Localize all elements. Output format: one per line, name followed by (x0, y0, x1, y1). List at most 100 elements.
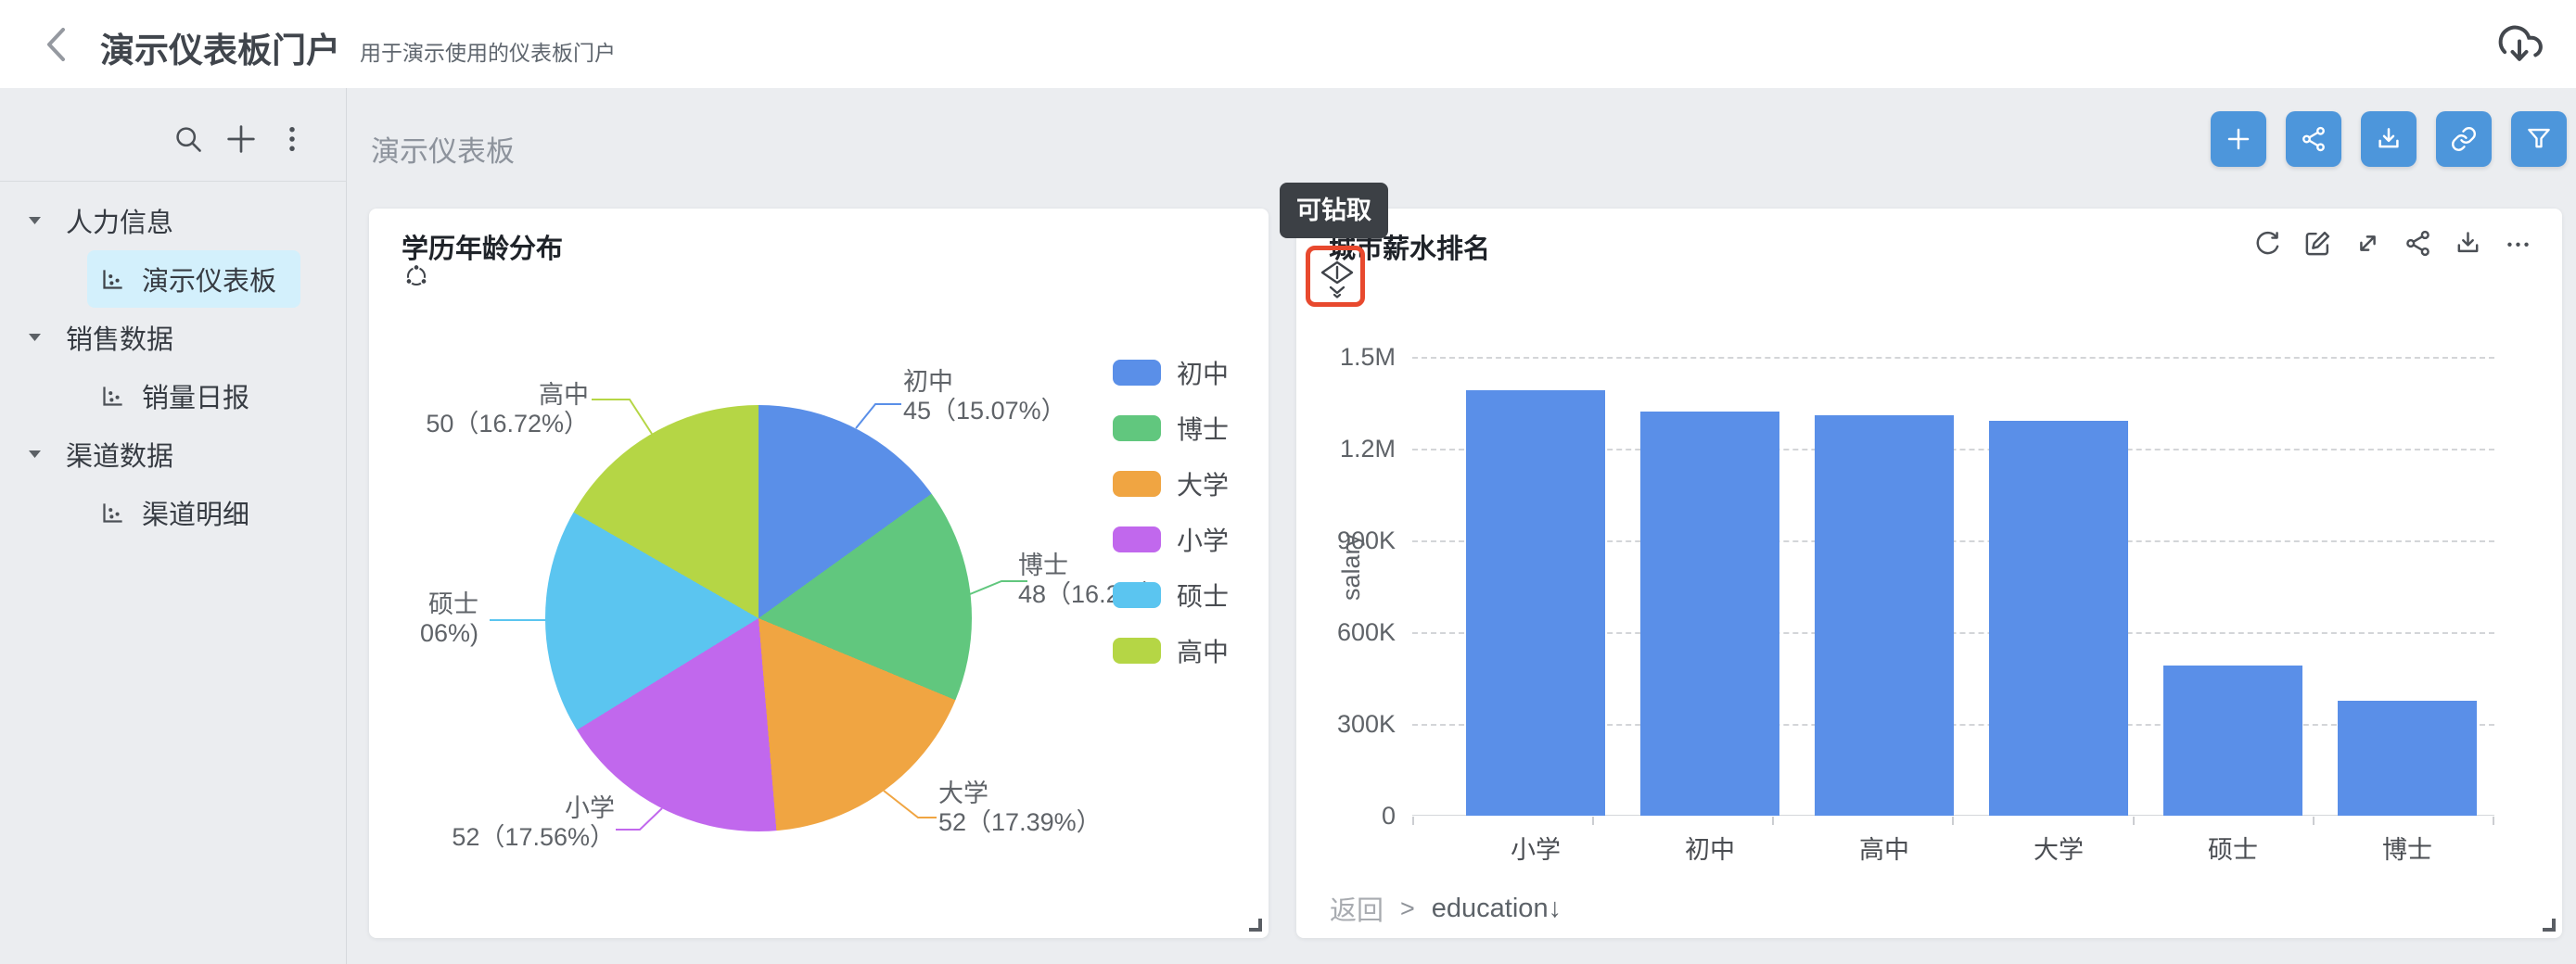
legend-item[interactable]: 博士 (1113, 410, 1229, 447)
tree-item-channel-detail[interactable]: 渠道明细 (0, 480, 346, 545)
expand-icon (2360, 235, 2376, 251)
linkage-button[interactable] (402, 260, 430, 290)
legend-item[interactable]: 初中 (1113, 354, 1229, 391)
y-tick: 900K (1336, 526, 1396, 554)
chart-icon (103, 502, 122, 523)
y-tick: 600K (1336, 618, 1396, 646)
y-axis-title: salary (1337, 533, 1365, 602)
drill-back-button[interactable]: 返回 (1330, 896, 1384, 926)
pie-chart[interactable] (545, 405, 972, 831)
pie-label-chuzhong: 初中 45（15.07%） (903, 368, 1066, 425)
add-widget-button[interactable] (2211, 111, 2266, 167)
refresh-button[interactable] (2253, 229, 2282, 258)
pie-chart-title: 学历年龄分布 (402, 235, 564, 264)
legend-item[interactable]: 大学 (1113, 465, 1229, 502)
chart-icon (103, 386, 122, 406)
sidebar-divider (0, 181, 346, 182)
x-tick-label: 硕士 (2208, 836, 2258, 864)
legend-swatch (1113, 415, 1161, 441)
x-tick-label: 博士 (2382, 836, 2432, 864)
bar-gaozhong[interactable] (1815, 414, 1954, 816)
share-icon (2406, 230, 2429, 257)
plus-icon (227, 125, 255, 153)
legend-item[interactable]: 高中 (1113, 632, 1229, 669)
card-resize-handle[interactable] (2543, 919, 2556, 932)
pie-label-xiaoxue: 小学 52（17.56%） (452, 794, 615, 851)
x-tick-label: 初中 (1685, 836, 1735, 864)
tree-item-label: 演示仪表板 (142, 267, 277, 297)
page-title: 演示仪表板 (371, 135, 515, 168)
download-button[interactable] (2454, 229, 2482, 258)
bar-xiaoxue[interactable] (1466, 390, 1605, 816)
pie-chart-card: 学历年龄分布 初中 45（15.07%） 博士 48（16.2%） 大学 52（17.… (369, 209, 1269, 938)
ellipsis-icon (2507, 242, 2529, 247)
drill-icon (1320, 260, 1354, 298)
card-resize-handle[interactable] (1249, 919, 1262, 932)
search-icon (176, 127, 201, 152)
tree-group-label: 人力信息 (66, 209, 174, 238)
bar-chart-card: 可钻取 城市薪水排名 salary 1.5M 1.2M 900K 600K 30… (1280, 183, 2562, 938)
share-button[interactable] (2286, 111, 2341, 167)
y-tick: 1.5M (1339, 343, 1396, 371)
linkage-icon (405, 263, 427, 285)
portal-title: 演示仪表板门户 (100, 32, 340, 70)
search-button[interactable] (173, 124, 203, 154)
chart-icon (103, 269, 122, 289)
pie-label-shuoshi: 硕士 06%) (419, 590, 478, 647)
x-tick-label: 小学 (1511, 836, 1561, 864)
legend-swatch (1113, 526, 1161, 552)
bar-daxue[interactable] (1989, 421, 2128, 816)
refresh-icon (2256, 231, 2279, 255)
bar-series (1448, 357, 2494, 816)
bar-shuoshi[interactable] (2163, 666, 2302, 816)
y-tick: 0 (1381, 802, 1396, 830)
tree-item-demo-dashboard[interactable]: 演示仪表板 (0, 247, 346, 311)
more-button[interactable] (279, 124, 305, 154)
y-tick: 1.2M (1339, 435, 1396, 463)
legend-item[interactable]: 小学 (1113, 521, 1229, 558)
app-header: 演示仪表板门户 用于演示使用的仪表板门户 (0, 0, 2576, 88)
tree-group-channel[interactable]: 渠道数据 (0, 428, 346, 480)
kebab-icon (289, 126, 295, 152)
legend-item[interactable]: 硕士 (1113, 577, 1229, 614)
share-button[interactable] (2404, 229, 2432, 258)
drill-button[interactable] (1319, 259, 1356, 299)
drill-tooltip: 可钻取 (1280, 183, 1388, 238)
bar-boshi[interactable] (2338, 701, 2477, 816)
chart-toolbar (2253, 229, 2532, 258)
cloud-download-button[interactable] (2493, 19, 2546, 70)
download-icon (2378, 128, 2399, 148)
drill-field[interactable]: education↓ (1431, 893, 1562, 923)
sidebar-toolbar (0, 88, 346, 160)
edit-button[interactable] (2303, 229, 2332, 258)
tree-group-hr[interactable]: 人力信息 (0, 195, 346, 247)
y-tick: 300K (1336, 710, 1396, 738)
caret-down-icon (28, 216, 42, 225)
sidebar: 人力信息 演示仪表板 销售数据 销量日报 渠道数据 渠道明细 (0, 88, 347, 964)
x-axis-ticks (1412, 817, 2494, 825)
legend-swatch (1113, 471, 1161, 497)
x-tick-label: 高中 (1859, 836, 1909, 864)
legend-swatch (1113, 638, 1161, 664)
link-button[interactable] (2436, 111, 2492, 167)
legend-swatch (1113, 360, 1161, 386)
edit-icon (2305, 231, 2330, 256)
more-button[interactable] (2504, 229, 2532, 258)
dashboard-tree: 人力信息 演示仪表板 销售数据 销量日报 渠道数据 渠道明细 (0, 182, 346, 545)
tree-item-label: 渠道明细 (142, 501, 250, 530)
bar-chuzhong[interactable] (1640, 412, 1779, 816)
funnel-icon (2528, 128, 2550, 148)
tree-group-sales[interactable]: 销售数据 (0, 311, 346, 363)
caret-down-icon (28, 333, 42, 342)
add-button[interactable] (225, 123, 257, 155)
x-tick-label: 大学 (2034, 836, 2084, 864)
filter-button[interactable] (2511, 111, 2567, 167)
expand-button[interactable] (2353, 229, 2382, 258)
drill-breadcrumb: 返回 > education↓ (1296, 879, 2562, 938)
link-icon (2452, 127, 2476, 151)
portal-subtitle: 用于演示使用的仪表板门户 (360, 41, 616, 65)
cloud-download-icon (2498, 25, 2543, 61)
back-button[interactable] (41, 24, 72, 65)
tree-item-sales-daily[interactable]: 销量日报 (0, 363, 346, 428)
download-button[interactable] (2361, 111, 2417, 167)
